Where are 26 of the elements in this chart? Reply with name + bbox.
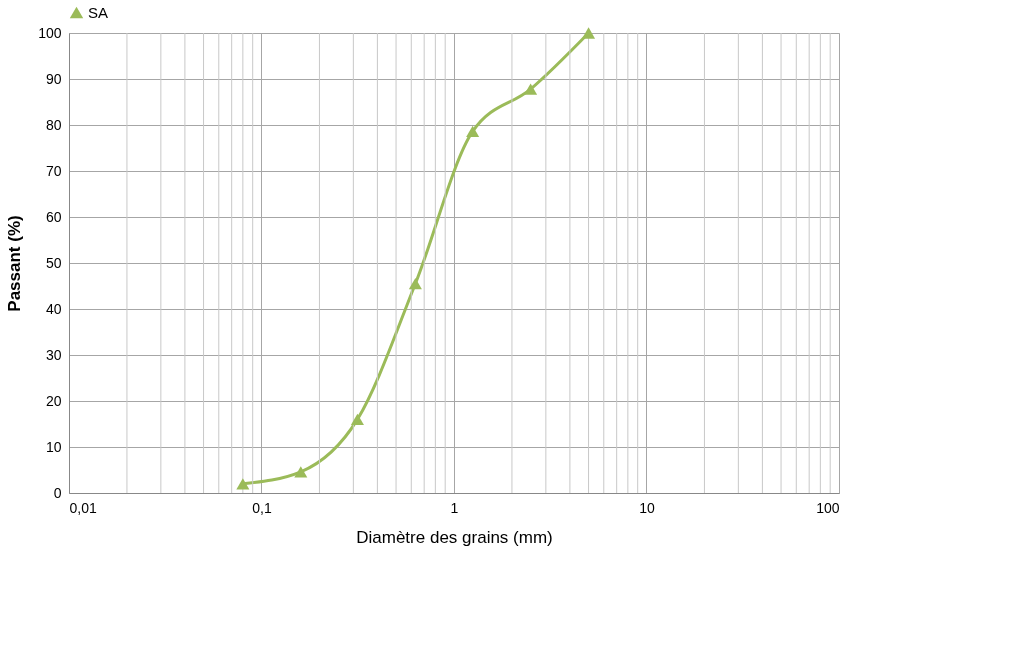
x-axis-title: Diamètre des grains (mm) bbox=[356, 527, 553, 547]
point bbox=[582, 27, 596, 39]
x-tick-label: 100 bbox=[816, 499, 840, 516]
y-tick-label: 60 bbox=[45, 208, 62, 225]
point bbox=[408, 278, 422, 290]
y-tick-label: 30 bbox=[45, 346, 62, 363]
y-tick-label: 40 bbox=[45, 300, 62, 317]
legend-label: SA bbox=[88, 3, 109, 21]
x-tick-label: 0,1 bbox=[252, 499, 272, 516]
y-tick-label: 20 bbox=[45, 392, 62, 409]
y-tick-label: 10 bbox=[45, 438, 62, 455]
y-tick-label: 80 bbox=[45, 116, 62, 133]
y-tick-label: 100 bbox=[38, 24, 62, 41]
point bbox=[524, 83, 538, 95]
x-tick-label: 1 bbox=[450, 499, 459, 516]
x-tick-label: 10 bbox=[639, 499, 655, 516]
y-tick-label: 90 bbox=[45, 70, 62, 87]
point bbox=[294, 466, 308, 478]
point bbox=[236, 478, 250, 490]
x-tick-label: 0,01 bbox=[69, 499, 97, 516]
y-tick-label: 0 bbox=[53, 484, 62, 501]
point bbox=[466, 125, 480, 138]
y-tick-label: 70 bbox=[45, 162, 62, 179]
point bbox=[350, 413, 364, 426]
y-axis-title: Passant (%) bbox=[5, 215, 25, 312]
y-tick-label: 50 bbox=[45, 254, 62, 271]
